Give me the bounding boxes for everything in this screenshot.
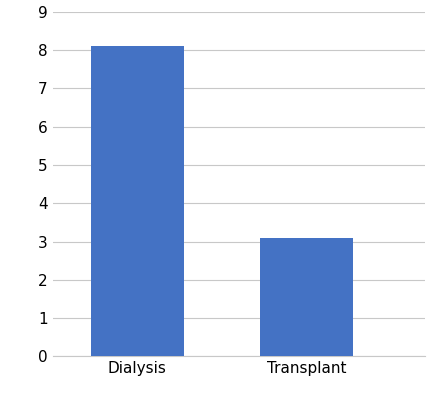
Bar	[91, 46, 184, 356]
Bar	[260, 238, 353, 356]
